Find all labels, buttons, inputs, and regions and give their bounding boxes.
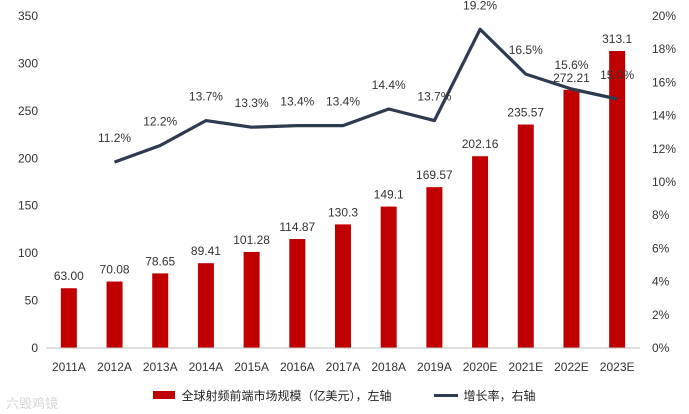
bar bbox=[517, 124, 534, 348]
x-axis-tick-label: 2012A bbox=[97, 360, 132, 374]
bar-value-label: 78.65 bbox=[145, 254, 175, 268]
left-axis-tick-label: 300 bbox=[18, 56, 38, 70]
right-axis-tick-label: 10% bbox=[652, 175, 676, 189]
right-axis-tick-label: 8% bbox=[652, 208, 670, 222]
legend-swatch-line bbox=[433, 393, 458, 397]
right-axis-tick-label: 4% bbox=[652, 275, 670, 289]
legend-swatch-bar bbox=[153, 391, 176, 399]
bar bbox=[197, 263, 214, 348]
legend-item-bar: 全球射频前端市场规模（亿美元），左轴 bbox=[153, 387, 392, 404]
x-axis: 2011A 2012A 2013A 2014A 2015A 2016A 2017A 2018A… bbox=[46, 347, 640, 374]
bar bbox=[60, 288, 77, 348]
left-axis: 0 50 100 150 200 250 300 350 bbox=[18, 9, 38, 355]
bar bbox=[380, 206, 397, 348]
left-axis-tick-label: 100 bbox=[18, 246, 38, 260]
line-value-label: 16.5% bbox=[509, 43, 543, 57]
line-value-label: 13.7% bbox=[189, 90, 223, 104]
bar-value-label: 272.21 bbox=[553, 71, 590, 85]
bar bbox=[426, 187, 443, 348]
watermark: 六毁鸡镜 bbox=[6, 397, 59, 412]
left-axis-tick-label: 50 bbox=[25, 294, 39, 308]
line-value-label: 14.4% bbox=[372, 78, 406, 92]
left-axis-tick-label: 150 bbox=[18, 199, 38, 213]
x-axis-tick-label: 2011A bbox=[52, 360, 86, 374]
right-axis-tick-label: 18% bbox=[652, 42, 676, 56]
line-value-label: 13.4% bbox=[326, 95, 360, 109]
x-axis-tick-label: 2017A bbox=[326, 360, 361, 374]
x-axis-tick-label: 2014A bbox=[189, 360, 224, 374]
right-axis-tick-label: 14% bbox=[652, 109, 676, 123]
bar bbox=[335, 224, 351, 348]
legend-item-line: 增长率，右轴 bbox=[433, 387, 536, 404]
bar bbox=[152, 273, 169, 348]
x-axis-tick-label: 2018A bbox=[371, 360, 406, 374]
growth-rate-line bbox=[113, 27, 618, 164]
bar-value-label: 235.57 bbox=[507, 106, 544, 120]
right-axis-tick-label: 6% bbox=[652, 241, 670, 255]
bar bbox=[609, 51, 626, 348]
left-axis-tick-label: 350 bbox=[18, 9, 38, 23]
line-value-label: 12.2% bbox=[143, 114, 177, 128]
legend: 全球射频前端市场规模（亿美元），左轴 增长率，右轴 bbox=[0, 384, 689, 406]
bar-value-label: 130.3 bbox=[328, 205, 358, 219]
bar-value-label: 70.08 bbox=[100, 263, 130, 277]
legend-label-bar: 全球射频前端市场规模（亿美元），左轴 bbox=[181, 388, 392, 403]
x-axis-tick-label: 2020E bbox=[463, 360, 498, 374]
bar-series: 63.00 70.08 78.65 89.41 101.28 114.87 130.3 149… bbox=[54, 32, 632, 348]
line-value-label: 13.7% bbox=[417, 90, 451, 104]
bar-value-label: 89.41 bbox=[191, 244, 221, 258]
bar-value-label: 114.87 bbox=[279, 220, 315, 234]
x-axis-tick-label: 2016A bbox=[280, 360, 315, 374]
x-axis-tick-label: 2021E bbox=[508, 360, 543, 374]
bar-value-label: 202.16 bbox=[462, 137, 499, 151]
left-axis-tick-label: 0 bbox=[31, 341, 38, 355]
bar-value-label: 63.00 bbox=[54, 269, 84, 283]
line-value-label: 15.6% bbox=[554, 58, 588, 72]
right-axis-tick-label: 0% bbox=[652, 341, 670, 355]
right-axis: 0% 2% 4% 6% 8% 10% 12% 14% 16% 18% 20% bbox=[652, 9, 676, 355]
bar bbox=[289, 239, 306, 348]
bar-value-label: 149.1 bbox=[374, 188, 404, 202]
line-series: 11.2% 12.2% 13.7% 13.3% 13.4% 13.4% 14.4% 13.7%… bbox=[98, 0, 634, 164]
right-axis-tick-label: 12% bbox=[652, 142, 676, 156]
bar-value-label: 169.57 bbox=[416, 168, 453, 182]
right-axis-tick-label: 2% bbox=[652, 308, 670, 322]
right-axis-tick-label: 20% bbox=[652, 9, 676, 23]
line-value-label: 19.2% bbox=[463, 0, 497, 12]
line-value-label: 13.3% bbox=[235, 96, 269, 110]
line-value-label: 13.4% bbox=[280, 95, 314, 109]
bar-value-label: 313.1 bbox=[602, 32, 632, 46]
bar-value-label: 101.28 bbox=[233, 233, 270, 247]
x-axis-tick-label: 2019A bbox=[417, 360, 452, 374]
right-axis-tick-label: 16% bbox=[652, 75, 676, 89]
bar bbox=[106, 281, 123, 348]
bar bbox=[472, 156, 489, 348]
bar bbox=[563, 89, 580, 348]
x-axis-tick-label: 2022E bbox=[554, 360, 589, 374]
line-value-label: 11.2% bbox=[98, 131, 131, 145]
legend-label-line: 增长率，右轴 bbox=[463, 388, 536, 403]
left-axis-tick-label: 250 bbox=[18, 104, 38, 118]
line-value-label: 15.0% bbox=[600, 68, 634, 82]
x-axis-tick-label: 2015A bbox=[234, 360, 269, 374]
bar bbox=[243, 251, 260, 348]
left-axis-tick-label: 200 bbox=[18, 151, 38, 165]
x-axis-tick-label: 2013A bbox=[143, 360, 178, 374]
x-axis-tick-label: 2023E bbox=[600, 360, 635, 374]
